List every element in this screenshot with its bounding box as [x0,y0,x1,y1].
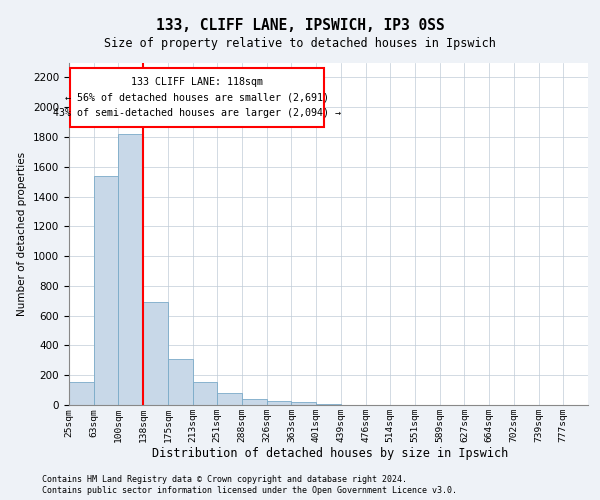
Bar [94,176,118,405]
Bar [316,404,341,405]
Bar [292,402,316,405]
Text: 133, CLIFF LANE, IPSWICH, IP3 0SS: 133, CLIFF LANE, IPSWICH, IP3 0SS [155,18,445,32]
Bar [217,393,242,405]
Text: Distribution of detached houses by size in Ipswich: Distribution of detached houses by size … [152,448,508,460]
FancyBboxPatch shape [70,68,323,126]
Bar [168,359,193,405]
Y-axis label: Number of detached properties: Number of detached properties [17,152,28,316]
Text: Size of property relative to detached houses in Ipswich: Size of property relative to detached ho… [104,38,496,51]
Bar [143,302,168,405]
Bar [267,402,292,405]
Bar [69,382,94,405]
Bar [193,382,217,405]
Text: Contains public sector information licensed under the Open Government Licence v3: Contains public sector information licen… [42,486,457,495]
Bar [242,398,267,405]
Bar [118,134,143,405]
Text: 133 CLIFF LANE: 118sqm
← 56% of detached houses are smaller (2,691)
43% of semi-: 133 CLIFF LANE: 118sqm ← 56% of detached… [53,77,341,118]
Text: Contains HM Land Registry data © Crown copyright and database right 2024.: Contains HM Land Registry data © Crown c… [42,475,407,484]
